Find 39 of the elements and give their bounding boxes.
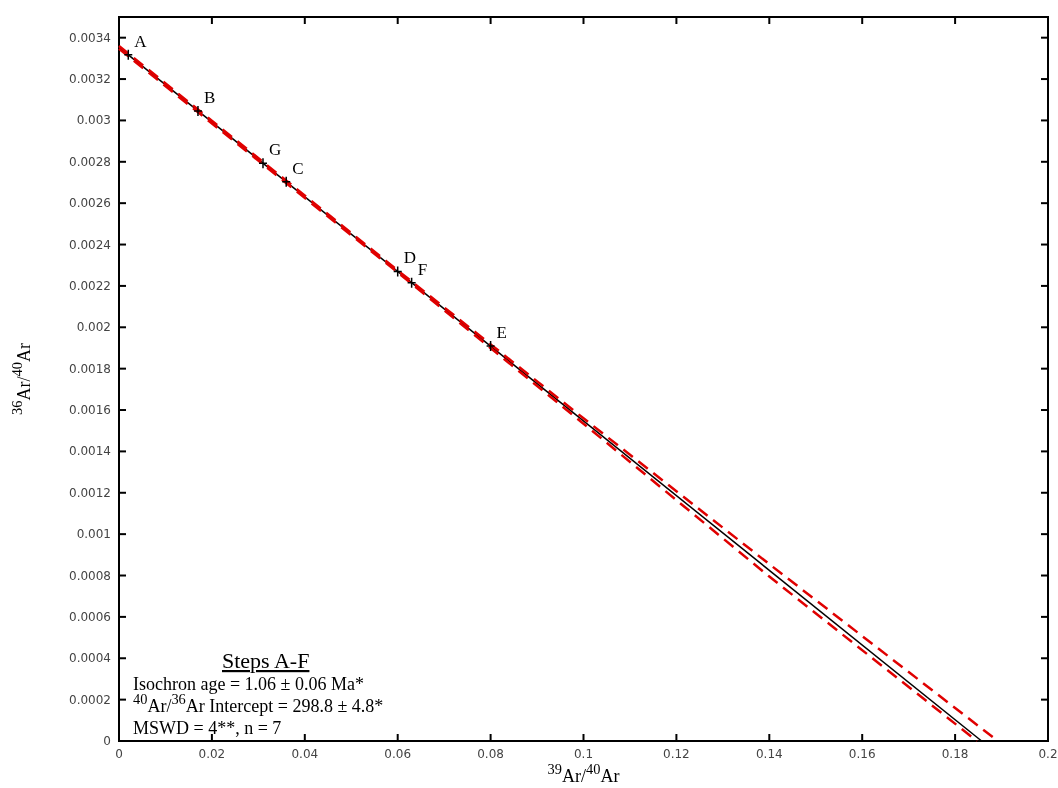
x-tick-label: 0 bbox=[115, 747, 123, 761]
x-tick-label: 0.16 bbox=[848, 747, 876, 761]
y-tick-label: 0.001 bbox=[76, 527, 111, 542]
y-tick-label: 0.002 bbox=[76, 320, 111, 335]
annotation: MSWD = 4**, n = 7 bbox=[133, 718, 282, 738]
annotation: D bbox=[403, 248, 416, 268]
x-tick-label: 0.12 bbox=[663, 747, 690, 761]
y-tick-label: 0.0012 bbox=[69, 485, 111, 500]
annotation: Steps A-F bbox=[222, 648, 310, 673]
x-tick-label: 0.06 bbox=[384, 747, 412, 761]
x-tick-label: 0.18 bbox=[941, 747, 969, 761]
y-tick-label: 0.0006 bbox=[69, 609, 111, 624]
y-tick-label: 0.003 bbox=[76, 113, 111, 128]
annotation: B bbox=[203, 87, 216, 107]
y-tick-label: 0.0034 bbox=[69, 30, 111, 45]
y-tick-label: 0.0024 bbox=[69, 237, 111, 252]
x-tick-label: 0.08 bbox=[477, 747, 504, 761]
y-tick-label: 0.0028 bbox=[69, 154, 111, 169]
annotation: G bbox=[268, 140, 282, 160]
annotation: F bbox=[417, 259, 428, 279]
y-tick-label: 0.0008 bbox=[69, 568, 111, 583]
y-tick-label: 0.0022 bbox=[69, 278, 111, 293]
y-tick-label: 0.0016 bbox=[69, 403, 111, 418]
y-tick-label: 0.0026 bbox=[69, 196, 111, 211]
y-tick-label: 0.0014 bbox=[69, 444, 111, 459]
x-tick-label: 0.02 bbox=[198, 747, 226, 761]
x-tick-label: 0.1 bbox=[573, 747, 594, 761]
x-tick-label: 0.2 bbox=[1038, 747, 1058, 761]
y-tick-label: 0.0002 bbox=[69, 692, 111, 707]
y-tick-label: 0.0018 bbox=[69, 361, 111, 376]
annotation: E bbox=[496, 323, 507, 343]
y-tick-label: 0 bbox=[103, 734, 111, 748]
x-tick-label: 0.04 bbox=[291, 747, 319, 761]
annotation: A bbox=[134, 31, 148, 51]
y-tick-label: 0.0004 bbox=[69, 651, 111, 666]
y-tick-label: 0.0032 bbox=[69, 72, 111, 87]
x-axis-title: $^{39}$Ar/$^{40}$Ar bbox=[547, 761, 620, 786]
x-tick-label: 0.14 bbox=[755, 747, 783, 761]
annotation: C bbox=[292, 158, 304, 178]
